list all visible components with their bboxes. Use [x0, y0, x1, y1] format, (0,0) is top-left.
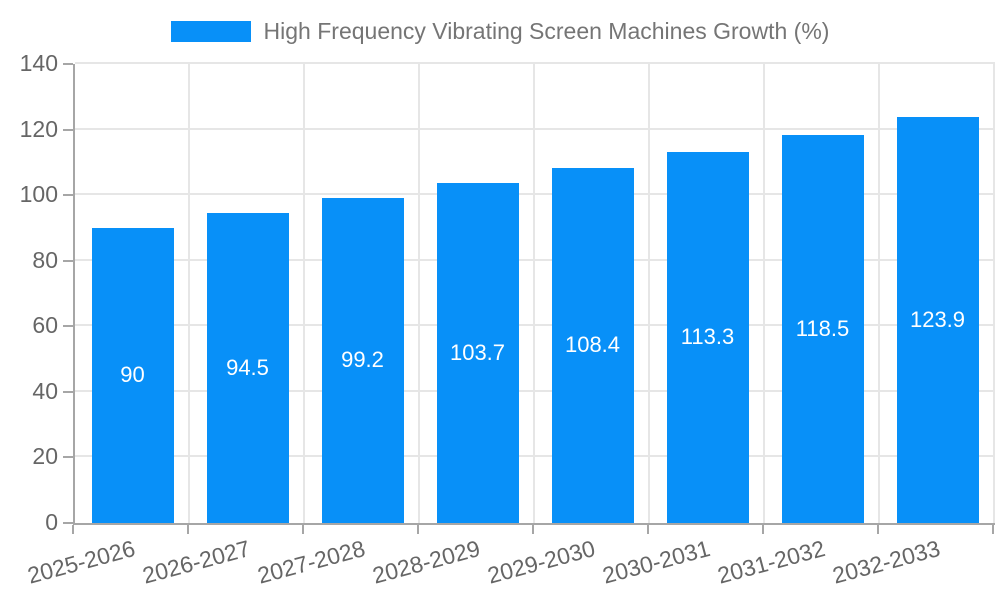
bar-value-label: 118.5: [795, 315, 850, 341]
gridline-vertical: [763, 64, 765, 523]
gridline-horizontal: [75, 258, 995, 261]
gridline-horizontal: [75, 324, 995, 327]
y-axis-tick: [63, 194, 73, 197]
bar: 113.3: [666, 151, 749, 523]
bar: 108.4: [551, 167, 634, 523]
x-axis-label: 2031-2032: [714, 535, 828, 589]
y-axis-tick: [63, 63, 73, 65]
x-axis-label: 2028-2029: [369, 535, 483, 589]
y-axis-label: 0: [45, 509, 58, 535]
y-axis-tick: [63, 128, 73, 131]
y-axis-label: 140: [19, 50, 58, 76]
x-axis-tick: [877, 525, 879, 534]
y-axis-label: 120: [19, 115, 58, 142]
x-axis-label: 2025-2026: [24, 535, 138, 589]
y-axis-tick: [63, 456, 73, 459]
gridline-horizontal: [75, 62, 995, 64]
y-axis-label: 100: [19, 181, 58, 208]
gridline-horizontal: [75, 193, 995, 196]
x-axis-tick: [762, 525, 764, 534]
legend: High Frequency Vibrating Screen Machines…: [0, 18, 1000, 45]
y-axis-tick: [63, 522, 73, 524]
x-axis-tick: [647, 525, 649, 534]
y-axis-label: 20: [32, 443, 58, 470]
bar: 94.5: [206, 213, 289, 523]
x-axis-tick: [187, 525, 189, 534]
bar-value-label: 90: [120, 362, 145, 388]
bar: 99.2: [321, 197, 404, 523]
x-axis-label: 2026-2027: [139, 535, 253, 589]
gridline-vertical: [418, 64, 420, 523]
x-axis-tick: [302, 525, 304, 534]
gridline-horizontal: [75, 389, 995, 392]
bar-value-label: 123.9: [909, 306, 966, 332]
x-axis-tick: [532, 525, 534, 534]
x-axis-tick: [72, 525, 74, 534]
y-axis-label: 40: [32, 377, 58, 404]
y-axis-tick: [63, 325, 73, 328]
bar: 103.7: [436, 183, 519, 523]
y-axis-label: 80: [32, 246, 58, 273]
gridline-vertical: [878, 64, 880, 523]
x-axis-tick: [992, 525, 994, 534]
x-axis-label: 2027-2028: [254, 535, 368, 589]
x-axis-tick: [417, 525, 419, 534]
bar: 118.5: [781, 134, 864, 523]
gridline-horizontal: [75, 455, 995, 458]
gridline-vertical: [993, 64, 995, 523]
bar: 90: [91, 227, 174, 523]
legend-label: High Frequency Vibrating Screen Machines…: [263, 18, 830, 44]
bar-value-label: 99.2: [341, 347, 384, 373]
gridline-vertical: [648, 64, 650, 523]
y-axis-tick: [63, 390, 73, 393]
bar-value-label: 108.4: [564, 332, 621, 358]
legend-swatch: [170, 21, 251, 42]
y-axis-tick: [63, 259, 73, 262]
gridline-vertical: [188, 64, 190, 523]
bar-value-label: 113.3: [680, 324, 735, 350]
bar-value-label: 94.5: [226, 355, 269, 381]
x-axis-label: 2029-2030: [484, 535, 598, 589]
gridline-vertical: [303, 64, 305, 523]
plot-area: 90 94.5 99.2 103.7 108.4 113.3 118.5 123.9: [73, 62, 995, 525]
gridline-horizontal: [75, 127, 995, 130]
gridline-vertical: [533, 64, 535, 523]
x-axis-label: 2032-2033: [829, 535, 943, 589]
bar-value-label: 103.7: [449, 340, 506, 365]
y-axis-label: 60: [32, 312, 58, 339]
bar: 123.9: [896, 116, 979, 523]
x-axis-label: 2030-2031: [599, 535, 713, 589]
